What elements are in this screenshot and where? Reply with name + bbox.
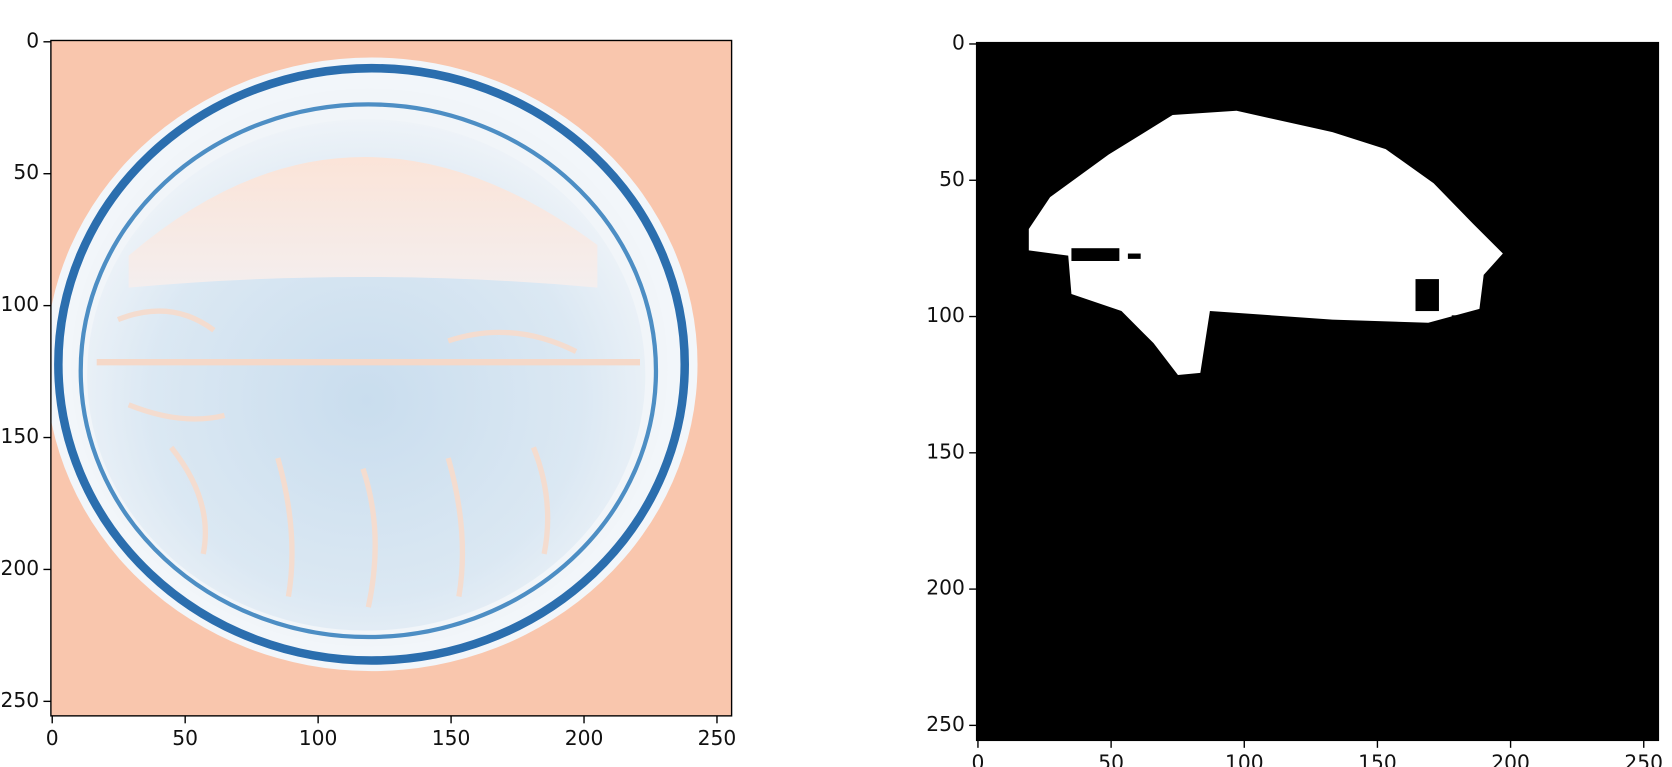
y-tick-label: 0 [26,28,39,52]
x-tick-label: 250 [1624,750,1663,767]
image-right [976,42,1659,741]
brain-edge [78,102,659,640]
x-tick-label: 250 [698,726,737,750]
image-left [50,40,732,716]
axes-frame [975,41,1660,742]
x-tick-label: 0 [46,726,59,750]
x-tick-label: 0 [972,750,985,767]
x-tick-label: 200 [1491,750,1530,767]
y-tick-label: 200 [926,576,965,600]
y-tick-label: 250 [926,712,965,736]
sulci [117,308,578,608]
y-tick-label: 100 [926,303,965,327]
x-tick-label: 50 [172,726,198,750]
x-tick-label: 100 [299,726,338,750]
x-tick-label: 150 [432,726,471,750]
y-tick-label: 50 [13,160,39,184]
y-tick-label: 100 [1,292,40,316]
y-tick-label: 250 [1,688,40,712]
mask-holes [1071,248,1459,324]
mask-region [1028,110,1503,375]
y-tick-label: 150 [926,439,965,463]
y-tick-label: 0 [952,30,965,54]
x-tick-label: 100 [1225,750,1264,767]
y-tick-label: 200 [1,556,40,580]
skull-ring [54,63,689,665]
brain-upper [128,157,598,288]
x-tick-label: 200 [565,726,604,750]
x-tick-label: 50 [1098,750,1124,767]
x-tick-label: 150 [1358,750,1397,767]
y-tick-label: 150 [1,424,40,448]
y-tick-label: 50 [939,167,965,191]
axes-frame [50,39,733,717]
